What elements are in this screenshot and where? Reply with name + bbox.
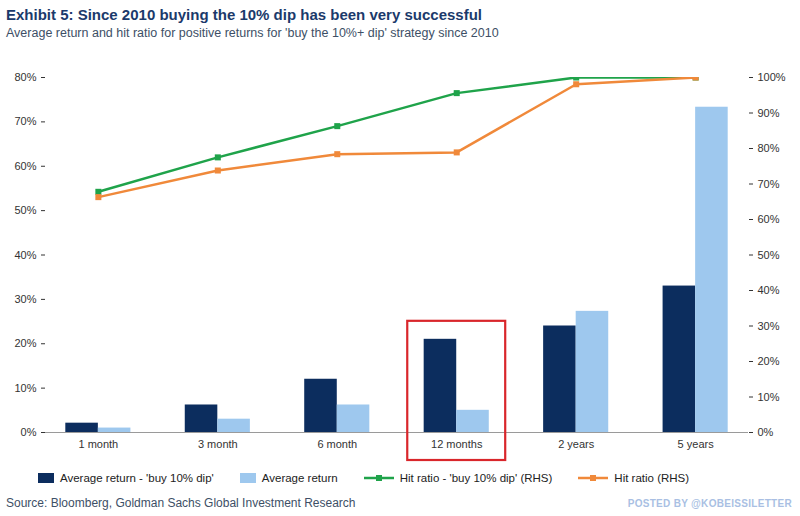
html-text:POSTED BY @KOBEISSILETTER: POSTED BY @KOBEISSILETTER: [627, 497, 792, 509]
svg-text:10%: 10%: [14, 382, 36, 394]
svg-text:90%: 90%: [758, 107, 780, 119]
svg-text:2 years: 2 years: [558, 438, 595, 450]
svg-text:10%: 10%: [758, 391, 780, 403]
html-text:Hit ratio (RHS): Hit ratio (RHS): [614, 472, 690, 484]
html-text:Hit ratio - 'buy 10% dip' (RHS: Hit ratio - 'buy 10% dip' (RHS): [399, 472, 553, 484]
svg-text:50%: 50%: [14, 204, 36, 216]
svg-text:80%: 80%: [758, 142, 780, 154]
svg-text:40%: 40%: [758, 284, 780, 296]
svg-text:60%: 60%: [758, 213, 780, 225]
html-text:Average return and hit ratio f: Average return and hit ratio for positiv…: [6, 26, 499, 40]
svg-text:80%: 80%: [14, 71, 36, 83]
svg-text:12 months: 12 months: [431, 438, 483, 450]
svg-text:30%: 30%: [14, 293, 36, 305]
svg-text:5 years: 5 years: [678, 438, 715, 450]
svg-text:50%: 50%: [758, 249, 780, 261]
svg-text:60%: 60%: [14, 160, 36, 172]
svg-text:1 month: 1 month: [78, 438, 118, 450]
svg-text:20%: 20%: [758, 355, 780, 367]
html-text:Average return: Average return: [261, 472, 338, 484]
svg-text:0%: 0%: [758, 426, 774, 438]
svg-text:100%: 100%: [758, 71, 786, 83]
html-text:Source: Bloomberg, Goldman Sac: Source: Bloomberg, Goldman Sachs Global …: [6, 496, 356, 510]
svg-text:6 month: 6 month: [317, 438, 357, 450]
svg-text:3 month: 3 month: [198, 438, 238, 450]
svg-text:30%: 30%: [758, 320, 780, 332]
html-text:Average return - 'buy 10% dip': Average return - 'buy 10% dip': [60, 472, 214, 484]
svg-text:0%: 0%: [21, 426, 37, 438]
html-text:Exhibit 5: Since 2010 buying t: Exhibit 5: Since 2010 buying the 10% dip…: [6, 6, 482, 23]
svg-text:40%: 40%: [14, 249, 36, 261]
svg-text:20%: 20%: [14, 337, 36, 349]
svg-text:70%: 70%: [14, 115, 36, 127]
svg-text:70%: 70%: [758, 178, 780, 190]
